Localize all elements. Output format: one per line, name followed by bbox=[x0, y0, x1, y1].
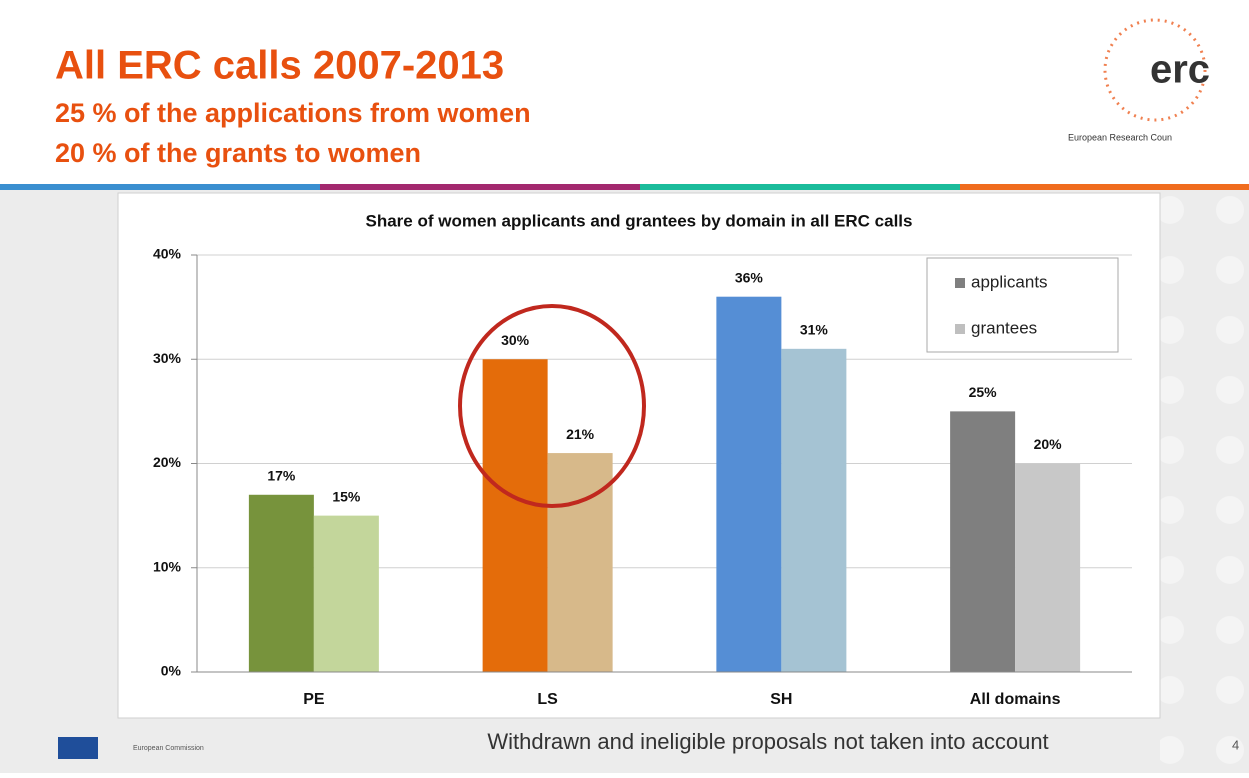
data-label: 30% bbox=[501, 332, 530, 348]
bar bbox=[781, 348, 847, 672]
logo-caption: European Research Coun bbox=[1068, 132, 1172, 142]
legend-box bbox=[926, 257, 1119, 353]
slide-subtitle: 25 % of the applications from women bbox=[55, 98, 531, 128]
y-tick-label: 40% bbox=[153, 246, 182, 262]
plot: 0% 10% 20% 30% 40% PE 17% 15% LS 30% 21% SH 36% 31% Al… bbox=[153, 246, 1132, 708]
band bbox=[0, 184, 320, 190]
legend-swatch bbox=[955, 278, 965, 288]
x-tick-label: SH bbox=[770, 691, 792, 708]
y-tick-label: 30% bbox=[153, 350, 182, 366]
band bbox=[960, 184, 1249, 190]
chart-title: Share of women applicants and grantees b… bbox=[366, 211, 913, 230]
decoration bbox=[1160, 190, 1249, 773]
x-tick-label: All domains bbox=[970, 691, 1061, 708]
data-label: 25% bbox=[969, 384, 998, 400]
bar bbox=[313, 515, 379, 672]
bar bbox=[1015, 463, 1081, 672]
data-label: 17% bbox=[267, 467, 296, 483]
band bbox=[320, 184, 640, 190]
data-label: 31% bbox=[800, 322, 829, 338]
bar bbox=[547, 453, 613, 672]
x-tick-label: PE bbox=[303, 691, 325, 708]
logo: erc bbox=[1150, 48, 1210, 92]
y-tick-label: 20% bbox=[153, 454, 182, 470]
footnote: Withdrawn and ineligible proposals not t… bbox=[487, 729, 1048, 754]
page-number: 4 bbox=[1232, 737, 1239, 752]
data-label: 36% bbox=[735, 269, 764, 285]
x-tick-label: LS bbox=[537, 691, 558, 708]
bar bbox=[950, 411, 1016, 672]
eu-flag bbox=[58, 737, 98, 759]
slide-subtitle: 20 % of the grants to women bbox=[55, 138, 421, 168]
data-label: 21% bbox=[566, 426, 595, 442]
y-tick-label: 10% bbox=[153, 558, 182, 574]
bar bbox=[248, 494, 314, 672]
commission: European Commission bbox=[133, 745, 204, 752]
band bbox=[640, 184, 960, 190]
data-label: 20% bbox=[1034, 436, 1063, 452]
logo-dots bbox=[1103, 18, 1207, 122]
bar bbox=[482, 359, 548, 672]
y-tick-label: 0% bbox=[161, 663, 182, 679]
bar bbox=[716, 296, 782, 672]
slide-title: All ERC calls 2007-2013 bbox=[55, 44, 504, 88]
legend-swatch bbox=[955, 324, 965, 334]
data-label: 15% bbox=[332, 488, 361, 504]
legend-label: grantees bbox=[971, 318, 1037, 337]
highlight-circle bbox=[458, 304, 646, 508]
legend-label: applicants bbox=[971, 272, 1048, 291]
header-bg bbox=[0, 0, 1249, 186]
